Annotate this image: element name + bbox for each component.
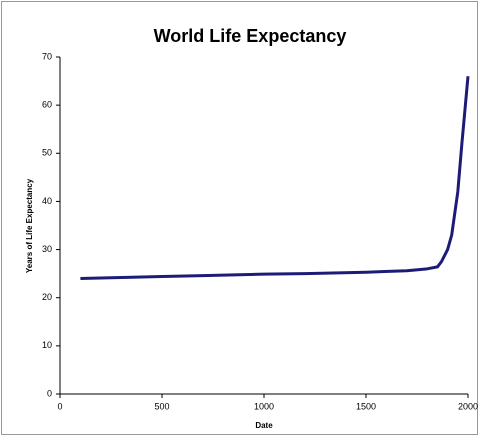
data-line xyxy=(80,76,470,280)
y-tick-label: 50 xyxy=(42,148,52,158)
y-tick-label: 40 xyxy=(42,196,52,206)
y-axis-label: Years of Life Expectancy xyxy=(25,178,34,273)
x-tick-label: 500 xyxy=(154,401,169,411)
y-tick-label: 10 xyxy=(42,340,52,350)
x-tick-label: 0 xyxy=(57,401,62,411)
y-tick-label: 70 xyxy=(42,51,52,61)
x-tick-label: 1000 xyxy=(254,401,274,411)
chart-frame xyxy=(1,1,478,435)
y-tick-label: 0 xyxy=(47,388,52,398)
y-tick-label: 60 xyxy=(42,100,52,110)
x-tick-label: 1500 xyxy=(356,401,376,411)
chart-title: World Life Expectancy xyxy=(154,26,347,46)
x-axis-label: Date xyxy=(255,421,273,430)
x-tick-label: 2000 xyxy=(458,401,478,411)
y-tick-label: 30 xyxy=(42,244,52,254)
y-tick-label: 20 xyxy=(42,292,52,302)
